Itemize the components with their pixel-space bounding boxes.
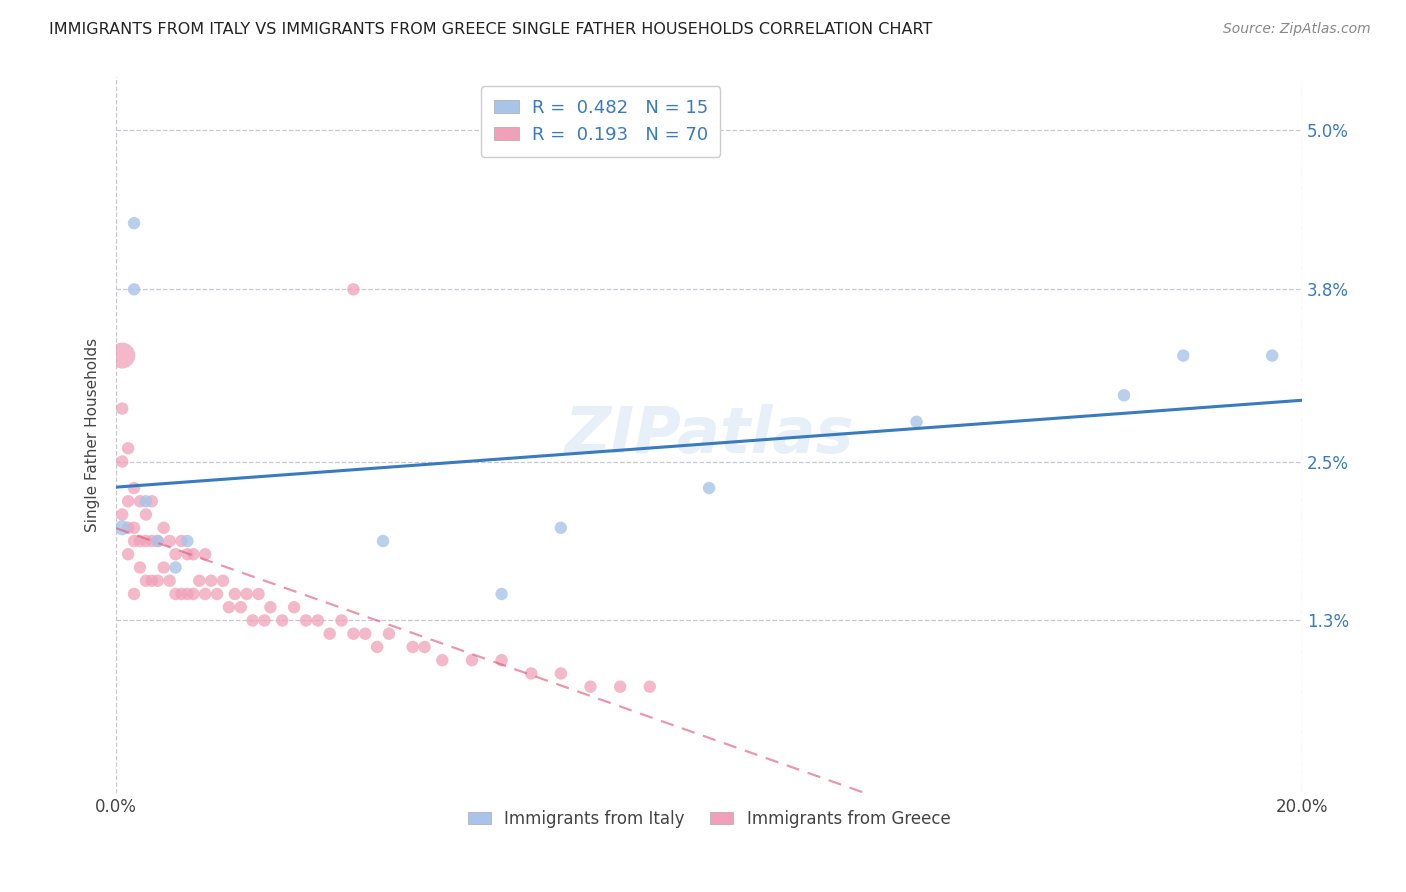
Point (638, 680, 661, 694)
Point (135, 494, 157, 508)
Point (491, 587, 513, 601)
Point (194, 547, 217, 561)
Point (242, 614, 264, 628)
Point (330, 614, 353, 628)
Point (152, 521, 174, 535)
Point (1112, 388, 1135, 402)
Point (342, 626, 364, 640)
Point (205, 587, 228, 601)
Point (271, 614, 294, 628)
Point (117, 521, 139, 535)
Point (378, 626, 401, 640)
Point (165, 560, 187, 574)
Point (141, 494, 163, 508)
Point (152, 560, 174, 574)
Point (111, 454, 134, 468)
Point (354, 626, 377, 640)
Point (129, 560, 152, 574)
Point (176, 534, 198, 549)
Point (318, 626, 340, 640)
Point (111, 401, 134, 416)
Point (905, 415, 928, 429)
Point (247, 587, 270, 601)
Point (111, 521, 134, 535)
Point (218, 600, 240, 615)
Point (146, 534, 169, 549)
Point (135, 534, 157, 549)
Point (141, 534, 163, 549)
Point (1261, 349, 1284, 363)
Point (579, 680, 602, 694)
Point (235, 587, 257, 601)
Point (146, 574, 169, 588)
Point (176, 587, 198, 601)
Point (165, 547, 187, 561)
Point (170, 534, 193, 549)
Point (122, 534, 145, 549)
Y-axis label: Single Father Households: Single Father Households (86, 338, 100, 533)
Point (122, 481, 145, 495)
Point (117, 442, 139, 456)
Point (146, 534, 169, 549)
Point (159, 534, 181, 549)
Point (1173, 349, 1195, 363)
Point (170, 587, 193, 601)
Point (117, 494, 139, 508)
Point (413, 640, 436, 654)
Point (111, 508, 134, 522)
Point (229, 600, 252, 615)
Legend: Immigrants from Italy, Immigrants from Greece: Immigrants from Italy, Immigrants from G… (461, 803, 957, 834)
Point (165, 587, 187, 601)
Point (461, 653, 484, 667)
Point (550, 666, 572, 681)
Point (122, 521, 145, 535)
Point (212, 574, 235, 588)
Point (366, 640, 388, 654)
Point (129, 534, 152, 549)
Point (307, 614, 329, 628)
Point (283, 600, 305, 615)
Point (183, 587, 205, 601)
Point (550, 521, 572, 535)
Point (491, 653, 513, 667)
Point (122, 282, 145, 296)
Point (122, 587, 145, 601)
Point (253, 614, 276, 628)
Point (224, 587, 246, 601)
Point (129, 494, 152, 508)
Point (200, 574, 222, 588)
Point (188, 574, 211, 588)
Point (183, 547, 205, 561)
Point (259, 600, 281, 615)
Point (371, 534, 394, 549)
Point (117, 547, 139, 561)
Point (609, 680, 631, 694)
Point (432, 653, 454, 667)
Text: Source: ZipAtlas.com: Source: ZipAtlas.com (1223, 22, 1371, 37)
Point (141, 574, 163, 588)
Point (520, 666, 543, 681)
Point (122, 216, 145, 230)
Text: ZIPatlas: ZIPatlas (564, 404, 853, 466)
Point (194, 587, 217, 601)
Point (111, 349, 134, 363)
Point (135, 574, 157, 588)
Point (159, 574, 181, 588)
Point (697, 481, 720, 495)
Text: IMMIGRANTS FROM ITALY VS IMMIGRANTS FROM GREECE SINGLE FATHER HOUSEHOLDS CORRELA: IMMIGRANTS FROM ITALY VS IMMIGRANTS FROM… (49, 22, 932, 37)
Point (402, 640, 425, 654)
Point (135, 508, 157, 522)
Point (295, 614, 318, 628)
Point (176, 547, 198, 561)
Point (342, 282, 364, 296)
